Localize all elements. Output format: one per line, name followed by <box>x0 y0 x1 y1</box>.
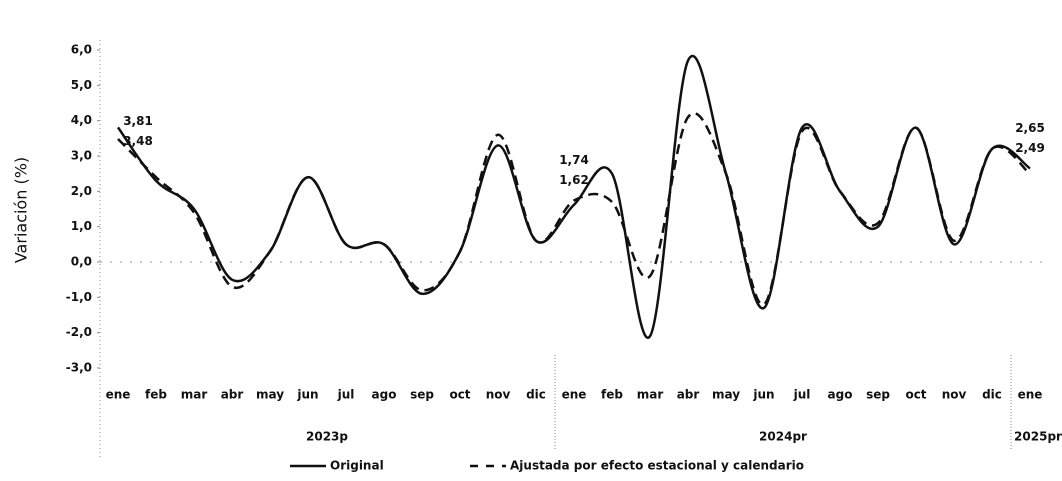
x-tick-label: feb <box>145 388 167 402</box>
x-tick-label: jun <box>296 388 318 402</box>
data-label: 2,49 <box>1015 141 1045 155</box>
series-line <box>116 54 1031 339</box>
x-tick-label: feb <box>601 388 623 402</box>
x-tick-label: ago <box>372 388 397 402</box>
x-tick-label: sep <box>866 388 890 402</box>
x-tick-label: ago <box>828 388 853 402</box>
x-tick-label: nov <box>486 388 511 402</box>
x-tick-label: abr <box>677 388 700 402</box>
x-tick-label: dic <box>526 388 546 402</box>
y-tick-label: 3,0 <box>71 149 92 163</box>
x-tick-label: sep <box>410 388 434 402</box>
x-tick-label: may <box>256 388 284 402</box>
x-tick-label: dic <box>982 388 1002 402</box>
y-tick-label: 5,0 <box>71 78 92 92</box>
data-label: 2,65 <box>1015 121 1045 135</box>
y-tick-label: 6,0 <box>71 43 92 57</box>
x-tick-label: oct <box>905 388 926 402</box>
group-label: 2023p <box>306 430 348 444</box>
data-label: 3,81 <box>123 114 153 128</box>
y-tick-label: -2,0 <box>66 325 92 339</box>
x-tick-label: may <box>712 388 740 402</box>
x-tick-label: nov <box>942 388 967 402</box>
y-axis-label: Variación (%) <box>12 157 31 263</box>
x-tick-label: ene <box>562 388 587 402</box>
x-tick-label: oct <box>449 388 470 402</box>
y-tick-label: -1,0 <box>66 290 92 304</box>
x-tick-label: jul <box>337 388 355 402</box>
data-label: 3,48 <box>123 134 153 148</box>
y-tick-label: 1,0 <box>71 219 92 233</box>
x-tick-label: mar <box>637 388 664 402</box>
legend-label: Original <box>330 459 384 473</box>
x-tick-label: jul <box>793 388 811 402</box>
data-label: 1,74 <box>559 153 589 167</box>
series-line <box>117 112 1031 306</box>
x-tick-label: ene <box>1018 388 1043 402</box>
x-tick-label: ene <box>106 388 131 402</box>
y-tick-label: -3,0 <box>66 361 92 375</box>
data-label: 1,62 <box>559 173 589 187</box>
y-tick-label: 4,0 <box>71 113 92 127</box>
group-label: 2025pr <box>1014 430 1062 444</box>
x-tick-label: mar <box>181 388 208 402</box>
x-tick-label: jun <box>752 388 774 402</box>
y-tick-label: 2,0 <box>71 184 92 198</box>
y-tick-label: 0,0 <box>71 255 92 269</box>
group-label: 2024pr <box>759 430 807 444</box>
x-tick-label: abr <box>221 388 244 402</box>
legend-label: Ajustada por efecto estacional y calenda… <box>510 459 804 473</box>
